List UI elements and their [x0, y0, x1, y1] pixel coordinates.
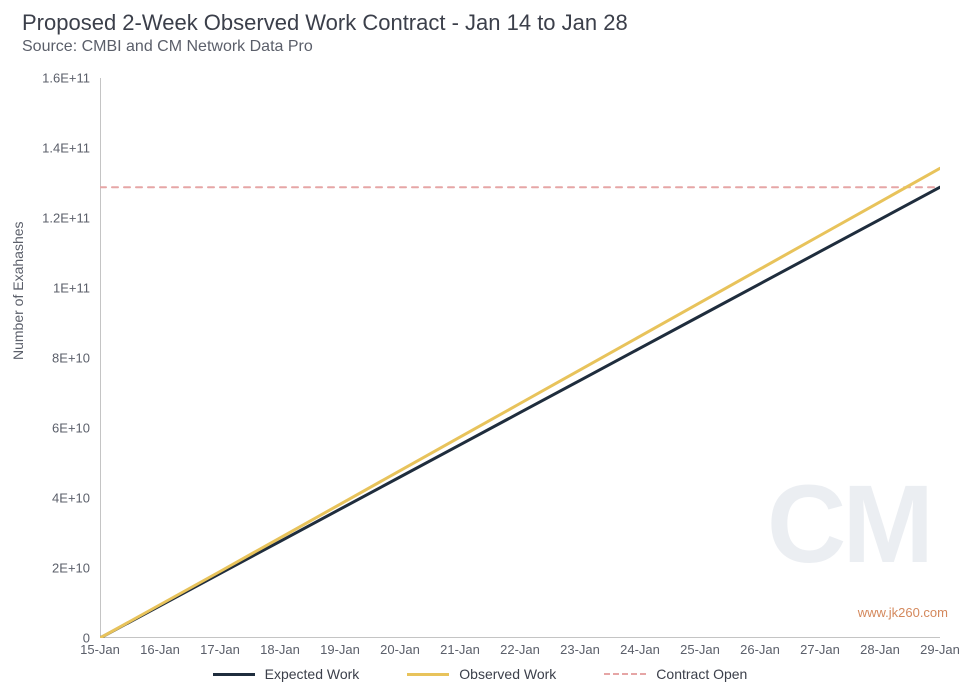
y-tick-label: 1.6E+11 [42, 71, 90, 86]
x-tick-label: 23-Jan [560, 642, 600, 657]
y-tick-label: 4E+10 [52, 491, 90, 506]
legend-item-observed: Observed Work [407, 666, 556, 682]
legend-swatch-expected [213, 673, 255, 676]
x-tick-label: 22-Jan [500, 642, 540, 657]
x-tick-label: 15-Jan [80, 642, 120, 657]
line-chart [100, 78, 940, 638]
x-tick-label: 27-Jan [800, 642, 840, 657]
legend-item-expected: Expected Work [213, 666, 360, 682]
x-tick-label: 17-Jan [200, 642, 240, 657]
x-tick-label: 26-Jan [740, 642, 780, 657]
chart-subtitle: Source: CMBI and CM Network Data Pro [22, 38, 313, 56]
x-tick-label: 24-Jan [620, 642, 660, 657]
legend-label-observed: Observed Work [459, 666, 556, 682]
y-tick-label: 1.4E+11 [42, 141, 90, 156]
y-tick-label: 2E+10 [52, 561, 90, 576]
x-tick-label: 21-Jan [440, 642, 480, 657]
legend-swatch-contract [604, 673, 646, 675]
legend-item-contract: Contract Open [604, 666, 747, 682]
x-tick-label: 29-Jan [920, 642, 960, 657]
y-tick-label: 6E+10 [52, 421, 90, 436]
y-tick-label: 8E+10 [52, 351, 90, 366]
legend-label-expected: Expected Work [265, 666, 360, 682]
x-tick-label: 19-Jan [320, 642, 360, 657]
x-tick-label: 18-Jan [260, 642, 300, 657]
legend-label-contract: Contract Open [656, 666, 747, 682]
x-tick-label: 16-Jan [140, 642, 180, 657]
x-tick-label: 25-Jan [680, 642, 720, 657]
legend-swatch-observed [407, 673, 449, 676]
y-tick-label: 1E+11 [53, 281, 90, 296]
chart-title: Proposed 2-Week Observed Work Contract -… [22, 10, 628, 36]
x-tick-label: 20-Jan [380, 642, 420, 657]
y-axis-label: Number of Exahashes [10, 221, 26, 360]
chart-legend: Expected Work Observed Work Contract Ope… [0, 666, 960, 682]
y-tick-label: 1.2E+11 [42, 211, 90, 226]
x-tick-label: 28-Jan [860, 642, 900, 657]
series-expected [100, 187, 940, 638]
series-observed [100, 168, 940, 638]
